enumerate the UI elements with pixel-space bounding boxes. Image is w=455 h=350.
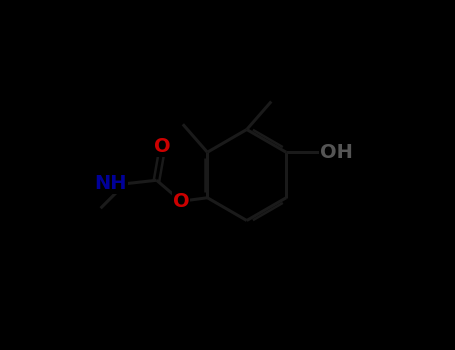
Text: O: O bbox=[153, 137, 170, 156]
Text: OH: OH bbox=[320, 143, 354, 162]
Text: NH: NH bbox=[94, 174, 127, 193]
Text: O: O bbox=[173, 192, 189, 211]
